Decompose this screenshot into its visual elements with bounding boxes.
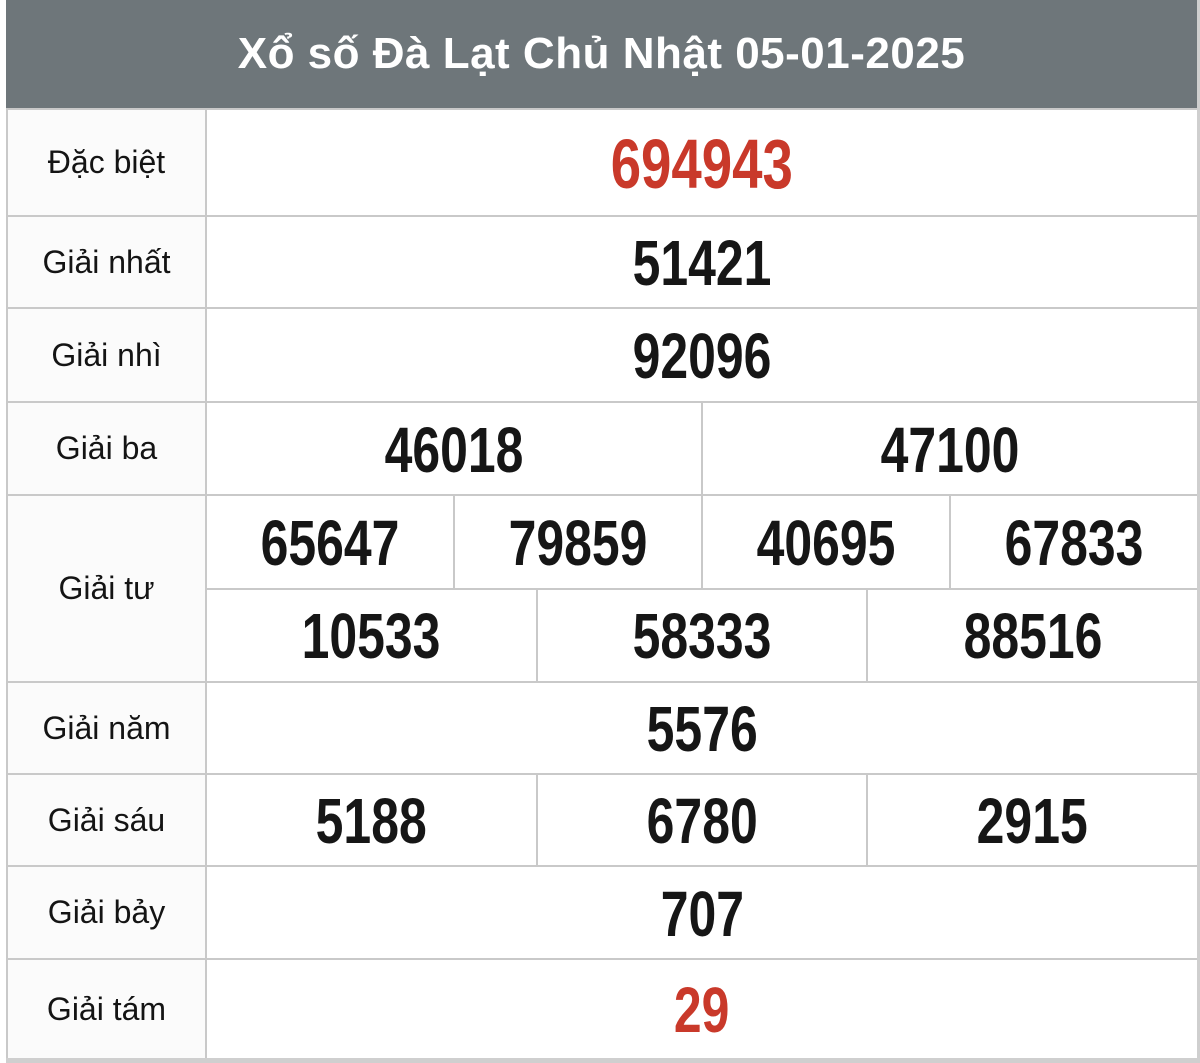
- prize-cell: 5188: [207, 775, 536, 865]
- prize-row-giai-tam: Giải tám 29: [6, 958, 1197, 1058]
- prize-row-giai-nhi: Giải nhì 92096: [6, 307, 1197, 401]
- table-title: Xổ số Đà Lạt Chủ Nhật 05-01-2025: [6, 0, 1197, 108]
- prize-cell: 58333: [535, 589, 867, 681]
- prize-label: Giải tư: [8, 496, 207, 681]
- prize-cell: 29: [207, 960, 1197, 1058]
- prize-row-giai-nhat: Giải nhất 51421: [6, 215, 1197, 307]
- prize-label: Giải nhì: [8, 309, 207, 401]
- prize-cell: 92096: [207, 309, 1197, 401]
- lottery-results-table: Xổ số Đà Lạt Chủ Nhật 05-01-2025 Đặc biệ…: [6, 0, 1200, 1063]
- prize-values-line-1: 65647 79859 40695 67833: [207, 496, 1197, 588]
- prize-row-giai-ba: Giải ba 46018 47100: [6, 401, 1197, 494]
- prize-number: 40695: [756, 506, 896, 579]
- prize-label: Đặc biệt: [8, 110, 207, 215]
- prize-values: 5576: [207, 683, 1197, 773]
- prize-values: 707: [207, 867, 1197, 958]
- prize-number: 707: [660, 877, 744, 950]
- prize-number: 58333: [632, 600, 772, 673]
- prize-label: Giải tám: [8, 960, 207, 1058]
- prize-cell: 5576: [207, 683, 1197, 773]
- prize-cell: 47100: [701, 403, 1197, 494]
- prize-cell: 694943: [207, 110, 1197, 215]
- prize-cell: 88516: [866, 589, 1198, 681]
- prize-values: 46018 47100: [207, 403, 1197, 494]
- prize-cell: 79859: [453, 496, 701, 588]
- prize-number: 5188: [315, 785, 427, 857]
- prize-label: Giải ba: [8, 403, 207, 494]
- prize-label: Giải năm: [8, 683, 207, 773]
- prize-number: 51421: [632, 227, 772, 299]
- prize-cell: 46018: [207, 403, 701, 494]
- prize-number: 10533: [301, 600, 441, 673]
- prize-values: 92096: [207, 309, 1197, 401]
- prize-label: Giải bảy: [8, 867, 207, 958]
- prize-cell: 2915: [866, 775, 1198, 865]
- prize-values: 65647 79859 40695 67833 10533: [207, 496, 1198, 681]
- prize-cell: 51421: [207, 217, 1197, 307]
- prize-number: 92096: [632, 320, 772, 392]
- prize-values: 29: [207, 960, 1197, 1058]
- prize-cell: 707: [207, 867, 1197, 958]
- prize-row-giai-bay: Giải bảy 707: [6, 865, 1197, 958]
- prize-row-giai-nam: Giải năm 5576: [6, 681, 1197, 773]
- prize-number: 6780: [646, 785, 758, 857]
- prize-values-line-2: 10533 58333 88516: [207, 587, 1198, 681]
- prize-number: 65647: [260, 506, 400, 579]
- prize-row-giai-tu: Giải tư 65647 79859 40695 67833: [6, 494, 1198, 681]
- prize-number: 2915: [977, 785, 1089, 857]
- prize-number: 88516: [963, 600, 1103, 673]
- prize-cell: 6780: [535, 775, 867, 865]
- prize-values: 5188 6780 2915: [207, 775, 1198, 865]
- prize-cell: 40695: [701, 496, 949, 588]
- prize-values: 51421: [207, 217, 1197, 307]
- prize-row-giai-sau: Giải sáu 5188 6780 2915: [6, 773, 1198, 865]
- prize-cell: 10533: [207, 589, 536, 681]
- prize-number: 67833: [1004, 506, 1144, 579]
- prize-label: Giải sáu: [8, 775, 207, 865]
- prize-number: 47100: [880, 413, 1020, 486]
- prize-number: 46018: [384, 413, 524, 486]
- special-prize-number: 694943: [610, 124, 794, 203]
- prize-cell: 67833: [949, 496, 1197, 588]
- prize-values: 694943: [207, 110, 1197, 215]
- prize-number: 5576: [646, 693, 758, 765]
- eighth-prize-number: 29: [674, 974, 730, 1046]
- prize-number: 79859: [508, 506, 648, 579]
- prize-label: Giải nhất: [8, 217, 207, 307]
- prize-row-dac-biet: Đặc biệt 694943: [6, 108, 1197, 215]
- prize-cell: 65647: [207, 496, 453, 588]
